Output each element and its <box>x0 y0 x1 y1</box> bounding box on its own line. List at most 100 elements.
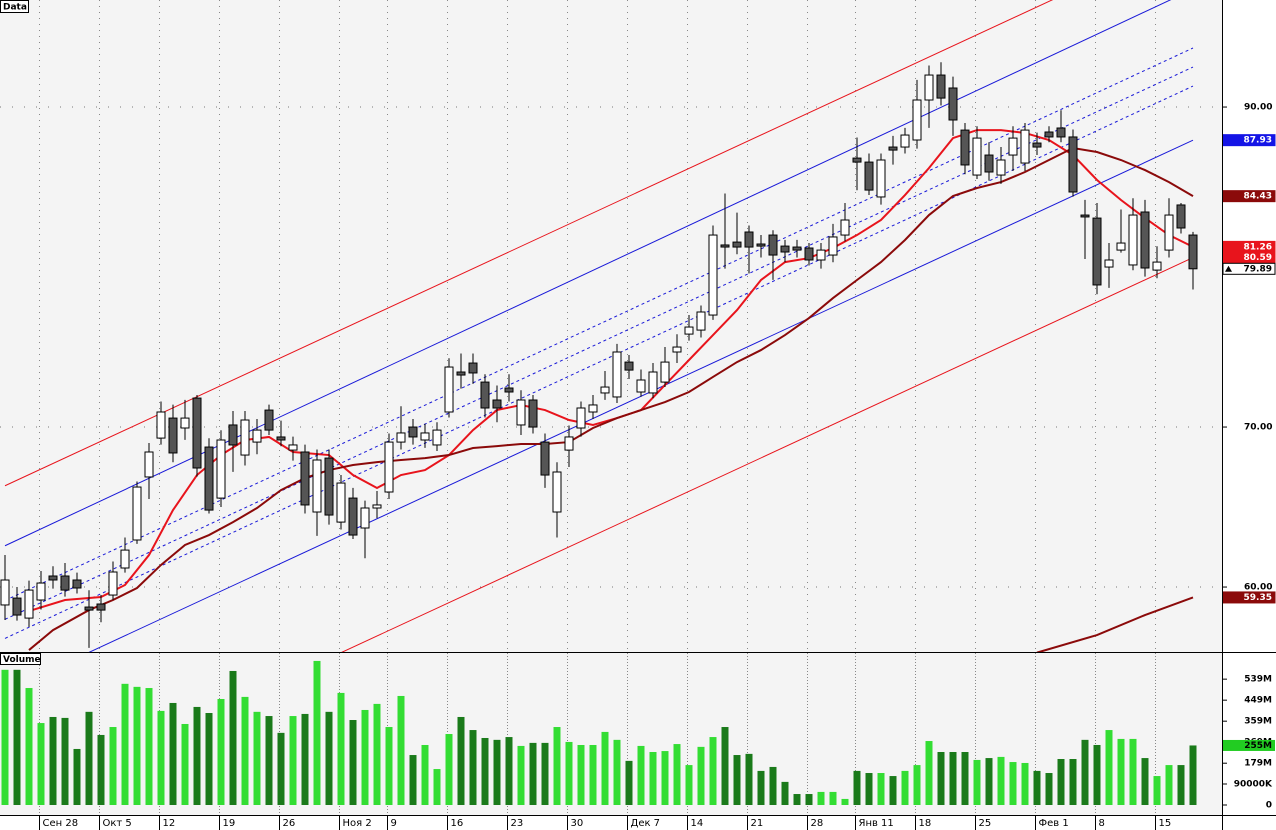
volume-bar <box>529 742 537 805</box>
volume-bar <box>301 713 309 805</box>
x-tick-label: 19 <box>223 818 236 829</box>
candle-body <box>576 407 586 429</box>
candle-body <box>372 504 382 509</box>
volume-bar <box>589 744 597 805</box>
candle-body <box>696 311 706 331</box>
volume-bar <box>925 741 933 805</box>
volume-bar <box>685 765 693 805</box>
candle-body <box>168 417 178 454</box>
candle-body <box>312 459 322 513</box>
volume-bar <box>313 660 321 805</box>
x-tick-label: Фев 1 <box>1039 818 1069 829</box>
volume-bar <box>997 756 1005 805</box>
candle-body <box>1032 142 1042 148</box>
candle-body <box>612 351 622 398</box>
volume-bar <box>445 734 453 805</box>
y-tick-label: 179M <box>1244 759 1272 769</box>
volume-bar <box>865 773 873 805</box>
candle-body <box>1044 131 1054 138</box>
overlay-line <box>4 66 1194 620</box>
candle-body <box>120 549 130 569</box>
volume-bar <box>1 669 9 805</box>
volume-bar <box>1021 762 1029 805</box>
candle-body <box>888 146 898 151</box>
y-tick-label: 539M <box>1244 675 1272 685</box>
price-marker-label: 87.93 <box>1244 136 1272 146</box>
candle-body <box>804 247 814 261</box>
candle-body <box>1068 136 1078 193</box>
volume-bar <box>721 727 729 805</box>
volume-bar <box>1189 745 1197 805</box>
volume-bar <box>745 753 753 805</box>
candle-body <box>492 399 502 409</box>
volume-bar <box>649 751 657 805</box>
candle-body <box>36 582 46 601</box>
volume-bar <box>373 703 381 805</box>
panel-label-box <box>0 0 29 13</box>
price-marker-label: 59.35 <box>1244 593 1272 603</box>
candle-body <box>84 606 94 611</box>
volume-bar <box>397 695 405 805</box>
candle-body <box>924 74 934 101</box>
x-tick-label: Дек 7 <box>631 818 661 829</box>
candle-body <box>132 486 142 541</box>
y-tick-label: 90000K <box>1234 779 1273 789</box>
volume-bar <box>205 713 213 805</box>
x-tick-label: Сен 28 <box>43 818 79 829</box>
volume-bar <box>625 760 633 805</box>
volume-bar <box>985 758 993 805</box>
candle-body <box>516 399 526 426</box>
volume-bar <box>541 742 549 805</box>
candle-body <box>972 137 982 176</box>
volume-bar <box>1165 765 1173 805</box>
candle-body <box>792 246 802 251</box>
price-panel <box>0 0 1222 652</box>
candle-body <box>732 241 742 248</box>
candle-body <box>204 446 214 511</box>
candle-body <box>624 361 634 371</box>
candle-body <box>444 366 454 413</box>
candle-body <box>840 219 850 236</box>
volume-bar <box>1081 739 1089 805</box>
volume-bar <box>85 711 93 805</box>
y-tick-label: 90.00 <box>1244 103 1272 113</box>
candle-body <box>216 439 226 499</box>
x-tick-label: Ноя 2 <box>343 818 372 829</box>
volume-bar <box>37 723 45 805</box>
candle-body <box>1104 259 1114 268</box>
candle-body <box>1080 214 1090 218</box>
overlay-line <box>341 257 1194 652</box>
volume-bar <box>121 683 129 805</box>
volume-bar <box>277 732 285 805</box>
volume-bar <box>1105 730 1113 805</box>
candle-body <box>552 471 562 513</box>
volume-bar <box>601 731 609 805</box>
candle-body <box>252 429 262 443</box>
candle-body <box>468 362 478 374</box>
volume-bar <box>1141 758 1149 805</box>
candle-body <box>96 603 106 611</box>
candle-body <box>1056 127 1066 138</box>
volume-bar <box>169 702 177 805</box>
volume-bar <box>421 744 429 805</box>
candle-body <box>588 404 598 413</box>
candle-body <box>1092 217 1102 286</box>
candle-body <box>1128 214 1138 266</box>
volume-bar <box>289 716 297 805</box>
volume-bar <box>769 766 777 805</box>
candle-body <box>960 129 970 166</box>
volume-bar <box>193 706 201 805</box>
candle-body <box>348 497 358 536</box>
volume-bar <box>829 791 837 805</box>
candle-body <box>600 386 610 394</box>
volume-bar <box>433 769 441 805</box>
x-tick-label: 8 <box>1099 818 1105 829</box>
candle-body <box>336 482 346 523</box>
y-tick-label: 0 <box>1266 801 1272 811</box>
volume-bar <box>1093 744 1101 805</box>
candle-body <box>672 346 682 353</box>
candle-body <box>756 243 766 247</box>
volume-bar <box>949 751 957 805</box>
x-tick-label: 16 <box>451 818 464 829</box>
